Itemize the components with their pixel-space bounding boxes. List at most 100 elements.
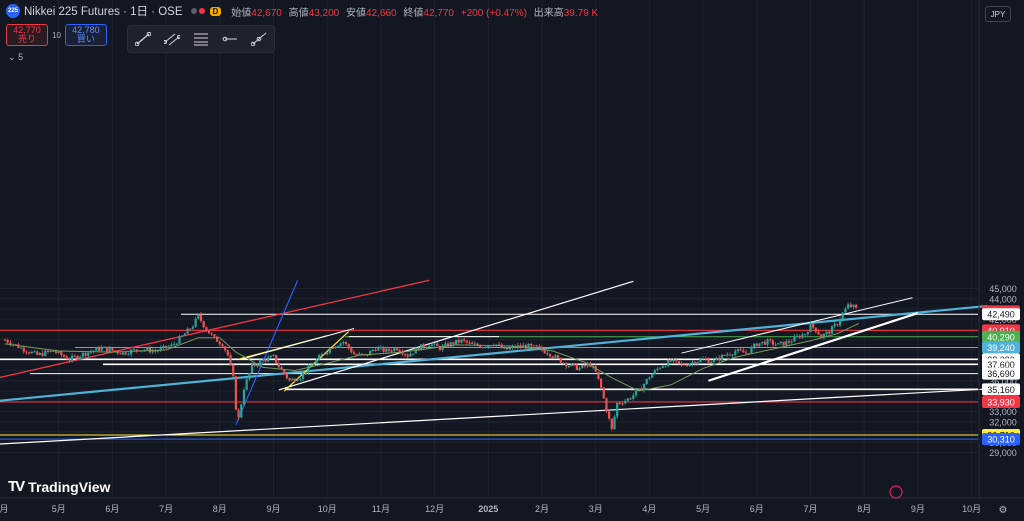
candle-body — [401, 351, 404, 355]
candle-body — [605, 398, 608, 412]
trend-line-tool-icon[interactable] — [132, 30, 154, 48]
candle-body — [581, 365, 584, 369]
candle-body — [650, 374, 654, 378]
chevron-down-icon: ⌄ — [8, 52, 16, 62]
x-tick-label: 5月 — [696, 504, 710, 514]
candle-body — [742, 350, 745, 353]
ray-tool-icon[interactable] — [248, 30, 270, 48]
candle-body — [103, 346, 106, 348]
candle-body — [852, 304, 855, 308]
candle-body — [487, 345, 490, 347]
candle-body — [511, 346, 514, 348]
fib-retracement-tool-icon[interactable] — [190, 30, 212, 48]
candle-body — [728, 354, 732, 356]
candle-body — [342, 342, 345, 344]
candle-body — [430, 344, 434, 347]
currency-selector[interactable]: JPY — [985, 6, 1011, 22]
trend-line — [241, 327, 355, 360]
candle-body — [702, 358, 705, 360]
y-tick-label: 45,000 — [989, 284, 1017, 294]
candle-body — [747, 353, 750, 355]
candle-body — [505, 347, 509, 350]
symbol-logo-icon[interactable]: 225 — [6, 4, 20, 18]
candle-body — [119, 353, 122, 355]
candle-body — [320, 354, 323, 356]
buy-button[interactable]: 42,780 買い — [64, 24, 107, 46]
candle-body — [210, 333, 213, 335]
price-label-bg — [982, 341, 1020, 354]
candle-body — [777, 343, 780, 345]
candle-body — [54, 351, 58, 353]
price-axis[interactable]: 29,00030,00031,00032,00033,00034,00035,0… — [978, 0, 1017, 498]
candle-body — [479, 345, 482, 348]
candle-body — [669, 360, 672, 362]
candle-body — [205, 327, 208, 331]
price-label-42490: 42,490 — [987, 310, 1015, 320]
candle-body — [546, 353, 549, 355]
candle-body — [148, 347, 152, 353]
drawing-toolbar — [127, 25, 275, 53]
candle-body — [175, 343, 178, 345]
candle-body — [586, 363, 589, 367]
candle-body — [723, 354, 726, 356]
time-axis[interactable]: 5月 6月 7月 8月 9月 10月 11月 12月 2025 2月 3月 4月 5月 6月 7月 8月 9月 1… — [0, 485, 1024, 516]
parallel-channel-tool-icon[interactable] — [161, 30, 183, 48]
indicator-count: 5 — [18, 52, 24, 62]
price-label-bg — [982, 395, 1020, 408]
market-status-icon — [190, 8, 197, 14]
horizontal-ray-tool-icon[interactable] — [219, 30, 241, 48]
ohlc-change-value: +200 (+0.47%) — [460, 7, 527, 19]
price-label-bg — [982, 433, 1020, 446]
candle-body — [849, 304, 852, 308]
candle-body — [344, 342, 348, 344]
candle-body — [433, 343, 436, 345]
candle-body — [680, 363, 683, 365]
x-tick-label: 5月 — [52, 504, 66, 514]
buy-price: 42,780 — [72, 25, 100, 35]
x-tick-label: 10月 — [318, 504, 337, 514]
candle-body — [232, 364, 235, 377]
candle-body — [216, 336, 219, 342]
candle-body — [277, 363, 280, 368]
candle-body — [301, 372, 305, 379]
candle-body — [471, 342, 474, 344]
candle-body — [245, 379, 248, 390]
symbol-title[interactable]: Nikkei 225 Futures · 1日 · OSE — [24, 6, 183, 18]
candle-body — [369, 350, 372, 356]
candle-body — [334, 346, 337, 349]
candle-body — [202, 321, 205, 328]
candle-body — [156, 350, 160, 352]
candle-body — [653, 370, 656, 375]
candle-body — [17, 344, 20, 348]
candle-body — [769, 339, 772, 341]
indicator-collapse-toggle[interactable]: ⌄ 5 — [8, 52, 23, 63]
ohlc-low-label: 安値 — [346, 7, 367, 19]
price-label-bg — [982, 367, 1020, 380]
settings-gear-icon[interactable]: ⚙ — [999, 505, 1008, 516]
sell-button[interactable]: 42,770 売り — [6, 24, 48, 46]
candle-body — [621, 403, 624, 405]
candle-body — [318, 355, 321, 360]
candle-body — [409, 353, 412, 357]
candle-body — [350, 348, 353, 353]
candle-body — [46, 351, 50, 353]
candle-body — [68, 359, 71, 361]
candle-body — [81, 352, 84, 357]
candle-body — [331, 348, 334, 350]
ohlc-volume-value: 39.79 K — [563, 7, 599, 19]
candle-body — [761, 341, 764, 344]
candle-body — [154, 350, 157, 352]
candle-body — [567, 366, 570, 368]
order-quantity[interactable]: 10 — [52, 30, 61, 40]
x-tick-label: 8月 — [857, 504, 871, 514]
candle-body — [626, 398, 630, 401]
y-tick-label: 29,000 — [989, 448, 1017, 458]
candle-body — [452, 342, 455, 345]
candle-body — [750, 347, 753, 354]
candle-body — [707, 359, 710, 363]
candle-body — [283, 369, 286, 374]
candle-body — [559, 357, 562, 363]
candle-body — [806, 332, 809, 335]
